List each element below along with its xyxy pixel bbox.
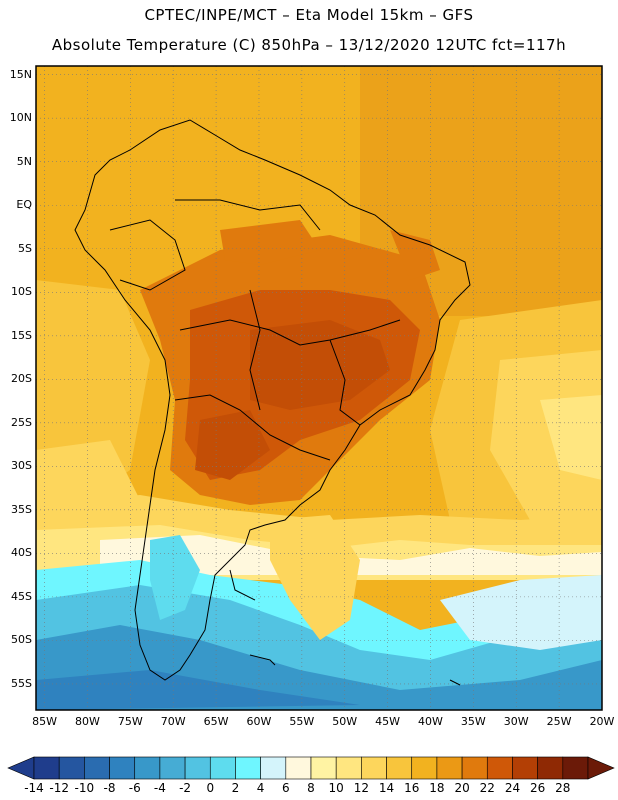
colorbar-tick-label: 16 xyxy=(404,781,420,795)
colorbar-tick-label: 12 xyxy=(353,781,369,795)
colorbar-swatch xyxy=(260,756,287,780)
colorbar-tick-label: -12 xyxy=(49,781,69,795)
colorbar-tick-label: 24 xyxy=(504,781,521,795)
colorbar-swatch xyxy=(386,756,413,780)
longitude-label: 30W xyxy=(503,715,529,728)
latitude-label: 15N xyxy=(9,67,32,81)
colorbar-swatch xyxy=(58,756,85,780)
latitude-label: 15S xyxy=(11,328,32,342)
colorbar-tick-label: 4 xyxy=(256,781,265,795)
title-line-2: Absolute Temperature (C) 850hPa – 13/12/… xyxy=(51,36,567,54)
latitude-label: 35S xyxy=(11,502,32,516)
colorbar xyxy=(7,756,615,780)
colorbar-tick-label: -2 xyxy=(179,781,192,795)
colorbar-swatch xyxy=(209,756,236,780)
longitude-label: 55W xyxy=(289,715,315,728)
colorbar-tick-label: 2 xyxy=(231,781,240,795)
colorbar-tick-label: 28 xyxy=(555,781,571,795)
longitude-label: 65W xyxy=(203,715,229,728)
colorbar-high-arrow xyxy=(587,756,615,780)
colorbar-swatch xyxy=(486,756,513,780)
title-line-1: CPTEC/INPE/MCT – Eta Model 15km – GFS xyxy=(144,6,474,24)
latitude-label: 50S xyxy=(11,633,32,647)
colorbar-low-arrow xyxy=(7,756,35,780)
latitude-label: 30S xyxy=(11,459,32,473)
colorbar-tick-label: 8 xyxy=(307,781,315,795)
longitude-label: 20W xyxy=(589,715,615,728)
longitude-label: 50W xyxy=(332,715,358,728)
colorbar-tick-label: -10 xyxy=(74,781,95,795)
latitude-label: EQ xyxy=(16,198,32,212)
colorbar-swatch xyxy=(184,756,211,780)
colorbar-tick-label: 18 xyxy=(429,781,445,795)
colorbar-swatch xyxy=(84,756,110,780)
latitude-label: 10N xyxy=(9,111,32,125)
coastline xyxy=(74,119,471,686)
longitude-label: 80W xyxy=(75,715,100,728)
longitude-label: 70W xyxy=(160,715,186,728)
latitude-label: 10S xyxy=(11,285,32,299)
colorbar-swatch xyxy=(361,756,387,780)
longitude-label: 85W xyxy=(32,715,57,728)
colorbar-swatch xyxy=(310,756,337,780)
latitude-label: 55S xyxy=(11,676,32,690)
latitude-label: 5S xyxy=(18,241,32,255)
colorbar-tick-label: -6 xyxy=(128,781,141,795)
colorbar-tick-label: 20 xyxy=(454,781,470,795)
colorbar-tick-label: -14 xyxy=(24,781,44,795)
longitude-label: 75W xyxy=(117,715,143,728)
latitude-label: 45S xyxy=(11,589,32,603)
colorbar-swatch xyxy=(109,756,136,780)
longitude-label: 60W xyxy=(246,715,272,728)
colorbar-swatch xyxy=(134,756,161,780)
latitude-label: 25S xyxy=(11,415,32,429)
colorbar-swatch xyxy=(537,756,564,780)
colorbar-swatch xyxy=(285,756,312,780)
latitude-label: 5N xyxy=(16,154,32,168)
colorbar-tick-label: 14 xyxy=(378,781,395,795)
colorbar-swatch xyxy=(235,756,261,780)
latitude-label: 40S xyxy=(11,546,32,560)
latitude-label: 20S xyxy=(11,372,32,386)
colorbar-tick-label: 26 xyxy=(529,781,546,795)
colorbar-tick-label: -4 xyxy=(153,781,166,795)
colorbar-tick-label: 6 xyxy=(281,781,290,795)
colorbar-swatch xyxy=(33,756,60,780)
map-frame xyxy=(35,65,603,711)
colorbar-tick-label: 0 xyxy=(206,781,215,795)
longitude-label: 45W xyxy=(375,715,401,728)
colorbar-tick-label: 22 xyxy=(479,781,495,795)
colorbar-swatch xyxy=(436,756,463,780)
colorbar-tick-label: 10 xyxy=(328,781,344,795)
longitude-label: 40W xyxy=(418,715,443,728)
colorbar-swatch xyxy=(562,756,589,780)
colorbar-swatch xyxy=(159,756,186,780)
colorbar-swatch xyxy=(512,756,538,780)
colorbar-tick-label: -8 xyxy=(103,781,116,795)
colorbar-swatch xyxy=(461,756,488,780)
colorbar-swatch xyxy=(335,756,362,780)
temperature-field xyxy=(36,66,602,710)
longitude-label: 25W xyxy=(546,715,572,728)
longitude-label: 35W xyxy=(460,715,486,728)
colorbar-swatch xyxy=(411,756,438,780)
